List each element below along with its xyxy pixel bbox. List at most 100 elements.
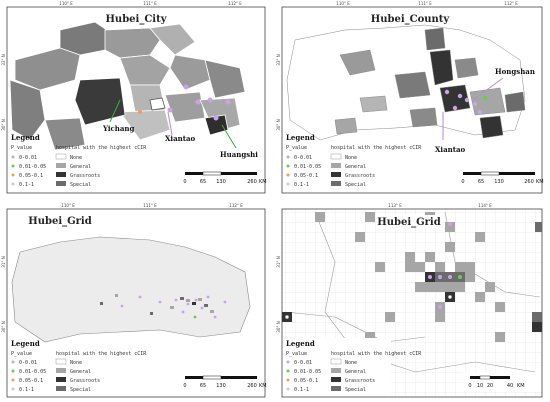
legend-hospital-header: hospital with the highest cCIR (56, 351, 147, 357)
grid-cell (315, 212, 325, 222)
region (339, 49, 376, 76)
legend-item: None (345, 155, 357, 161)
title-background (380, 215, 438, 228)
legend-item: 0.01-0.05 (19, 164, 46, 170)
pvalue-point (193, 315, 197, 319)
map-canvas: 113° E 114° E 31° N 30° N (276, 203, 543, 398)
pvalue-point (213, 315, 217, 319)
grid-cell (425, 252, 435, 262)
legend-item: Special (70, 182, 91, 188)
side-tick: 30° N (276, 321, 281, 332)
side-tick: 33° N (276, 54, 281, 65)
grid-cell (210, 310, 214, 313)
legend-item: 0-0.01 (294, 155, 312, 161)
side-tick: 30° N (276, 119, 281, 130)
pvalue-point (444, 89, 450, 95)
legend-swatch (286, 164, 290, 168)
scale-unit: KM (259, 383, 267, 389)
top-tick: 111° E (143, 1, 157, 6)
legend-title: Legend (286, 339, 315, 348)
callout-arrow (221, 124, 237, 149)
legend-title: Legend (11, 133, 40, 142)
legend-swatch (286, 182, 290, 186)
map-canvas: 110° E 111° E 112° E 33° N 30° N (276, 1, 544, 194)
scale-unit: KM (259, 179, 267, 185)
province-regions (286, 24, 526, 141)
region-xiantao (149, 97, 166, 111)
legend-swatch (286, 173, 290, 177)
legend-swatch (56, 172, 66, 177)
scale-segment (202, 171, 222, 176)
region (9, 79, 46, 141)
grid-cell (535, 222, 542, 232)
legend-item: 0-0.01 (19, 360, 37, 366)
pvalue-point (482, 95, 488, 101)
legend-item: Grassroots (70, 173, 100, 179)
legend-swatch (330, 358, 342, 365)
grid-cell (355, 232, 365, 242)
legend-item: 0.1-1 (294, 387, 309, 393)
pvalue-point (438, 305, 442, 309)
legend: Legend P_value hospital with the highest… (11, 133, 147, 188)
legend-swatch (330, 153, 342, 160)
legend-swatch (11, 360, 15, 364)
map-title: Hubei_City (105, 14, 167, 25)
region (424, 27, 446, 51)
pvalue-point (477, 109, 483, 115)
pvalue-point (457, 93, 463, 99)
region (119, 54, 171, 86)
grid-cell (375, 262, 385, 272)
pvalue-point (448, 275, 452, 279)
region (409, 107, 438, 128)
grid-cell (455, 282, 465, 292)
legend-swatch (56, 377, 66, 382)
legend: Legend P_value hospital with the highest… (286, 133, 422, 188)
legend-swatch (331, 172, 341, 177)
region-yichang (74, 77, 126, 126)
scale-bar: 0 10 20 40 KM (463, 372, 541, 392)
province-regions (9, 21, 246, 151)
map-panel-county: 110° E 111° E 112° E 33° N 30° N (275, 0, 550, 198)
legend-item: 0.01-0.05 (294, 369, 321, 375)
grid-cell (495, 332, 505, 342)
side-tick: 30° N (1, 119, 6, 130)
grid-cells (282, 212, 542, 342)
pvalue-point (464, 97, 470, 103)
pvalue-point (195, 99, 201, 105)
legend-item: 0.1-1 (294, 182, 309, 188)
grid-cell (180, 297, 184, 300)
region (479, 115, 504, 139)
region (44, 117, 86, 151)
pvalue-point (183, 84, 189, 90)
legend-hospital-header: hospital with the highest cCIR (331, 351, 422, 357)
legend-swatch (286, 155, 290, 159)
grid-cell (445, 282, 455, 292)
top-tick: 111° E (418, 1, 432, 6)
region (169, 54, 211, 91)
legend-title: Legend (286, 133, 315, 142)
region (334, 117, 358, 135)
legend-pvalue-header: P_value (286, 145, 307, 151)
side-tick: 31° N (276, 256, 281, 267)
pvalue-point (447, 294, 453, 300)
legend-item: General (345, 369, 366, 375)
scale-bar: 0 65 130 260 KM (183, 171, 267, 185)
legend-swatch (286, 369, 290, 373)
scale-label: 260 (524, 179, 534, 185)
region (454, 57, 479, 79)
scale-segment (185, 376, 203, 379)
scale-label: 0 (461, 179, 464, 185)
grid-cell (425, 282, 435, 292)
grid-cell (435, 282, 445, 292)
legend-swatch (55, 358, 67, 365)
grid-cell (475, 292, 485, 302)
legend-item: None (70, 155, 82, 161)
legend-pvalue-header: P_value (11, 145, 32, 151)
province-outline (11, 236, 251, 343)
legend-box: Legend P_value hospital with the highest… (283, 338, 422, 396)
legend-item: None (70, 360, 82, 366)
place-label: Huangshi (220, 150, 258, 159)
grid-cell (485, 282, 495, 292)
grid-cell (435, 262, 445, 272)
side-tick: 33° N (1, 54, 6, 65)
